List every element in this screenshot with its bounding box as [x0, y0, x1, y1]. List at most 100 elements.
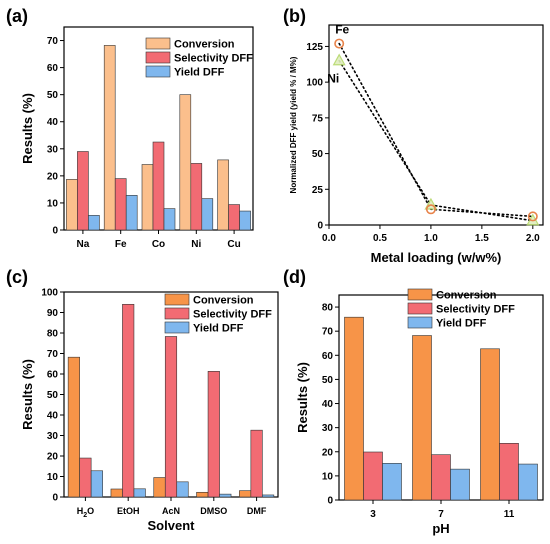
x-tick-label: AcN — [162, 506, 180, 516]
x-tick-label-sub: 2 — [83, 512, 87, 519]
bar-conversion — [66, 179, 78, 231]
legend-swatch — [164, 307, 190, 320]
x-tick-label: 0.5 — [373, 233, 387, 244]
x-tick-label: Co — [152, 239, 165, 250]
y-tick-label: 10 — [47, 472, 59, 483]
x-tick-label-part: DMSO — [200, 506, 227, 516]
panel-label-a: (a) — [6, 6, 28, 26]
x-tick-label-part: DMF — [247, 506, 267, 516]
bar-conversion — [344, 316, 364, 501]
legend-label: Selectivity DFF — [193, 309, 272, 321]
y-tick-label: 70 — [47, 349, 59, 360]
x-tick-label: EtOH — [117, 506, 140, 516]
y-tick-label: 50 — [322, 375, 334, 386]
bar-selectivity-dff — [164, 336, 178, 498]
data-point-fe — [527, 211, 538, 222]
bar-conversion — [412, 335, 432, 501]
bar-yield-dff — [518, 463, 538, 501]
legend-label: Yield DFF — [193, 323, 244, 335]
bar-yield-dff — [125, 195, 138, 231]
bar-conversion — [103, 45, 116, 231]
x-axis-title: Solvent — [148, 518, 196, 533]
bar-yield-dff — [219, 493, 232, 498]
bar-selectivity-dff — [114, 178, 127, 231]
legend-swatch — [164, 321, 190, 334]
chart-a: 0 10 20 30 40 50 60 70 Results (%) Na Fe Co Ni Cu Conv… — [20, 26, 254, 250]
x-tick-label: Fe — [115, 239, 127, 250]
legend-label: Conversion — [193, 295, 254, 307]
bar-selectivity-dff — [499, 443, 519, 501]
y-tick-label: 20 — [47, 452, 59, 463]
legend-label: Conversion — [174, 39, 235, 51]
bar-selectivity-dff — [152, 141, 165, 231]
annotation-fe: Fe — [335, 23, 349, 37]
chart-d: 0 10 20 30 40 50 60 70 80 Results (%) 3 7 11 pH Conver… — [295, 288, 544, 536]
y-tick-label: 50 — [47, 90, 59, 101]
x-tick-label: 3 — [370, 509, 376, 520]
bar-yield-dff — [382, 463, 402, 501]
data-point-ni — [332, 53, 346, 66]
legend-label: Selectivity DFF — [436, 304, 515, 316]
y-tick-label: 40 — [47, 117, 59, 128]
bar-conversion — [67, 356, 80, 498]
bar-yield-dff — [163, 208, 176, 231]
y-tick-label: 30 — [47, 144, 59, 155]
legend-swatch — [145, 51, 171, 64]
legend-label: Yield DFF — [174, 67, 225, 79]
plot-frame — [328, 24, 544, 226]
bar-selectivity-dff — [228, 204, 240, 231]
y-tick-label: 50 — [47, 390, 59, 401]
y-tick-label: 50 — [312, 149, 324, 160]
x-tick-label: Cu — [227, 239, 240, 250]
x-axis-title: pH — [432, 521, 449, 536]
bar-yield-dff — [176, 481, 189, 498]
panel-label-d: (d) — [283, 267, 306, 287]
x-tick-label: 1.0 — [424, 233, 438, 244]
y-tick-label: 100 — [306, 78, 323, 89]
legend-swatch — [407, 288, 433, 301]
y-tick-label: 30 — [47, 431, 59, 442]
bar-selectivity-dff — [190, 163, 203, 231]
bar-conversion — [217, 159, 229, 231]
x-tick-label: H2O — [77, 506, 94, 519]
bar-conversion — [110, 488, 123, 498]
bar-yield-dff — [88, 215, 100, 231]
y-tick-label: 0 — [317, 221, 323, 232]
x-tick-label: Ni — [191, 239, 201, 250]
legend-swatch — [407, 302, 433, 315]
bar-conversion — [239, 490, 252, 498]
legend-swatch — [145, 37, 171, 50]
y-tick-label: 0 — [327, 496, 333, 507]
y-tick-label: 10 — [47, 198, 59, 209]
data-point-fe — [334, 38, 345, 49]
y-tick-label: 20 — [322, 447, 334, 458]
bar-conversion — [196, 491, 209, 498]
legend-swatch — [145, 65, 171, 78]
x-tick-label-part: H — [77, 506, 84, 516]
y-tick-label: 20 — [47, 171, 59, 182]
panel-label-c: (c) — [6, 267, 28, 287]
x-tick-label: 11 — [504, 509, 515, 520]
y-axis-title: Results (%) — [20, 93, 35, 164]
y-axis-title: Results (%) — [295, 362, 310, 433]
bar-selectivity-dff — [431, 454, 451, 501]
x-tick-label-part: O — [87, 506, 94, 516]
legend-label: Conversion — [436, 290, 497, 302]
bar-conversion — [141, 164, 154, 231]
bar-yield-dff — [201, 198, 214, 231]
y-tick-label: 60 — [47, 370, 59, 381]
bar-conversion — [480, 348, 500, 501]
x-tick-label-part: EtOH — [117, 506, 140, 516]
legend-label: Yield DFF — [436, 318, 487, 330]
y-tick-label: 125 — [306, 42, 323, 53]
chart-c: 0 10 20 30 40 50 60 70 80 90 100 Results (%) H2O EtOH… — [20, 288, 279, 533]
legend-label: Selectivity DFF — [174, 53, 253, 65]
y-axis-title: Normalized DFF yield (yield % / M%) — [289, 56, 298, 193]
x-tick-label: DMSO — [200, 506, 227, 516]
bar-yield-dff — [90, 470, 103, 498]
y-tick-label: 70 — [47, 36, 59, 47]
y-tick-label: 30 — [322, 423, 334, 434]
bar-conversion — [179, 94, 192, 231]
bar-yield-dff — [262, 494, 275, 498]
